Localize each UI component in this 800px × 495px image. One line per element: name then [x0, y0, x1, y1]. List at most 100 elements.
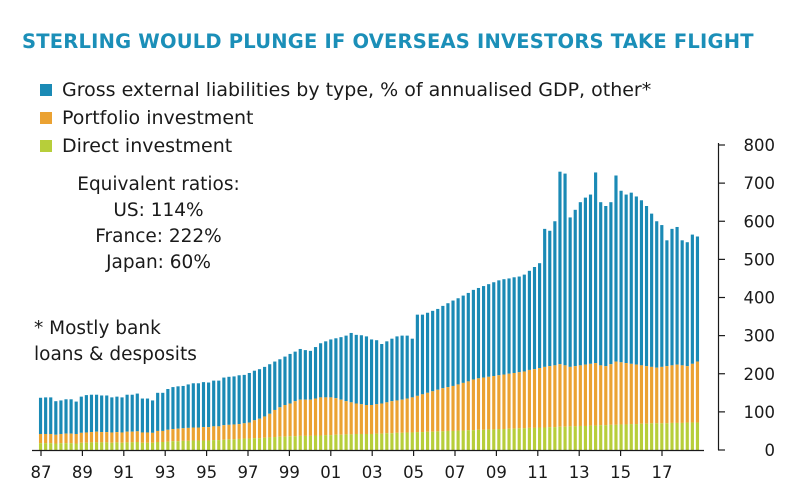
bar-other-26	[171, 387, 175, 430]
bar-direct-5	[64, 443, 68, 450]
bar-direct-1	[44, 443, 48, 450]
bar-direct-108	[588, 425, 593, 450]
bar-portfolio-84	[466, 381, 470, 431]
bar-other-18	[130, 394, 134, 432]
bar-other-75	[420, 314, 425, 395]
bar-direct-68	[385, 433, 389, 450]
bar-other-113	[614, 175, 618, 362]
bar-other-31	[196, 383, 200, 428]
bar-portfolio-63	[359, 404, 363, 434]
bar-portfolio-29	[186, 427, 190, 441]
bar-other-112	[609, 202, 613, 365]
x-tick-label-13: 13	[569, 463, 590, 482]
bar-direct-38	[232, 439, 236, 450]
bar-direct-56	[324, 435, 328, 450]
bar-other-110	[599, 202, 603, 366]
bar-direct-128	[690, 422, 694, 450]
bar-direct-86	[476, 429, 481, 450]
bar-direct-74	[415, 432, 419, 450]
bar-direct-23	[156, 441, 160, 450]
bar-other-20	[140, 398, 144, 433]
legend-label-other: Gross external liabilities by type, % of…	[62, 79, 652, 101]
bar-portfolio-126	[680, 365, 684, 423]
bar-other-55	[319, 343, 323, 398]
bar-portfolio-123	[665, 366, 669, 424]
bar-other-109	[594, 172, 598, 364]
bar-direct-77	[431, 431, 435, 450]
bar-other-86	[476, 287, 481, 379]
bar-other-66	[375, 340, 379, 405]
bar-direct-111	[604, 425, 608, 450]
bar-portfolio-127	[685, 366, 689, 423]
bar-other-57	[329, 339, 333, 398]
bar-portfolio-116	[629, 363, 633, 425]
bar-direct-65	[369, 433, 374, 450]
bar-other-85	[471, 289, 475, 380]
bar-other-38	[232, 376, 236, 425]
bar-other-69	[390, 338, 394, 402]
bar-portfolio-33	[207, 427, 211, 441]
bar-other-89	[492, 282, 496, 377]
bar-portfolio-80	[446, 387, 450, 431]
x-tick-label-05: 05	[403, 463, 424, 482]
bar-portfolio-7	[74, 433, 78, 444]
bar-portfolio-6	[69, 433, 73, 444]
x-tick-label-03: 03	[362, 463, 383, 482]
bar-other-116	[629, 192, 633, 364]
bar-portfolio-36	[222, 425, 226, 440]
bar-other-45	[268, 364, 272, 414]
bar-portfolio-16	[120, 432, 124, 443]
y-tick-label-200: 200	[744, 365, 776, 384]
bar-direct-61	[349, 434, 353, 450]
legend-swatch-portfolio	[40, 112, 52, 124]
bar-direct-45	[268, 437, 272, 450]
bar-other-96	[527, 270, 531, 370]
bar-portfolio-83	[461, 382, 465, 431]
bar-other-22	[150, 400, 155, 433]
bar-other-120	[650, 213, 654, 367]
bar-portfolio-111	[604, 366, 608, 426]
bar-other-117	[634, 196, 638, 365]
bar-other-15	[115, 396, 119, 433]
bar-portfolio-17	[125, 431, 129, 443]
bar-other-36	[222, 377, 226, 426]
bar-other-34	[212, 380, 216, 427]
bar-portfolio-62	[354, 403, 358, 434]
bar-direct-37	[227, 439, 231, 450]
bar-direct-93	[512, 428, 516, 450]
bar-other-58	[334, 338, 338, 399]
legend-swatch-direct	[40, 140, 52, 152]
bar-other-6	[69, 399, 73, 434]
bar-other-21	[145, 398, 150, 433]
bar-direct-63	[359, 433, 363, 450]
bar-portfolio-51	[298, 399, 302, 436]
bar-other-121	[655, 221, 659, 368]
bar-direct-7	[74, 443, 78, 450]
bar-direct-39	[237, 438, 241, 450]
bar-direct-49	[288, 436, 292, 450]
bar-other-25	[166, 389, 170, 430]
bar-direct-60	[344, 434, 348, 450]
bar-direct-3	[54, 443, 58, 450]
bar-direct-107	[583, 425, 588, 450]
bar-other-118	[639, 200, 644, 366]
bar-portfolio-24	[161, 430, 165, 442]
y-tick-label-0: 0	[765, 441, 776, 460]
bar-other-115	[624, 194, 628, 364]
bar-portfolio-110	[599, 365, 603, 426]
x-tick-label-87: 87	[31, 463, 52, 482]
bar-direct-53	[308, 435, 313, 450]
bar-portfolio-122	[660, 366, 664, 424]
bar-other-0	[38, 397, 43, 434]
x-tick-label-93: 93	[155, 463, 176, 482]
y-tick-label-300: 300	[744, 327, 776, 346]
x-tick-label-97: 97	[238, 463, 259, 482]
bar-direct-121	[655, 423, 659, 450]
bar-other-37	[227, 376, 231, 425]
bar-portfolio-42	[252, 420, 257, 439]
x-tick-label-11: 11	[527, 463, 548, 482]
bar-portfolio-114	[619, 362, 623, 425]
bar-other-114	[619, 190, 623, 363]
ratio-us: US: 114%	[113, 200, 204, 221]
